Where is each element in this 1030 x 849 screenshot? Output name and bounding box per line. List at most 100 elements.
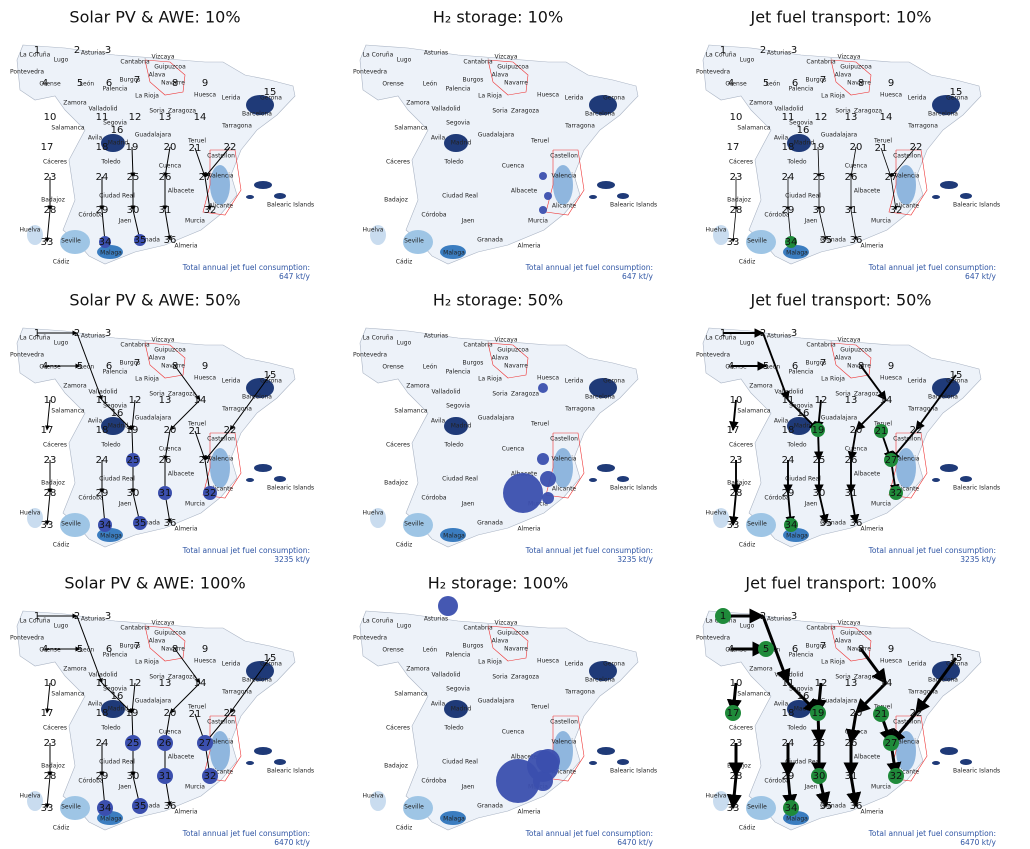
flow-arrow (204, 146, 231, 178)
node-label: 21 (189, 426, 202, 437)
province-label: Navarre (847, 363, 871, 370)
node-label: 31 (159, 488, 172, 499)
node-label: 35 (134, 518, 147, 529)
consumption-total: 6470 kt/y (617, 838, 653, 847)
node-label: 23 (730, 172, 743, 183)
province-label: Vizcaya (495, 620, 518, 627)
node-marker (203, 486, 217, 500)
province-label: Salamanca (394, 691, 427, 698)
flow-arrow (101, 682, 133, 714)
province-label: Huelva (706, 227, 727, 234)
region-border (888, 715, 928, 782)
province-shade (932, 95, 960, 115)
province-label: Cádiz (739, 542, 756, 549)
province-label: La Coruña (706, 335, 737, 342)
province-label: Guipuzcoa (497, 630, 529, 637)
islands-label: Balearic Islands (953, 768, 1000, 775)
region-border (487, 625, 529, 662)
province-shade (746, 230, 776, 254)
node-label: 32 (204, 771, 217, 782)
node-label: 2 (760, 328, 766, 339)
node-label: 11 (96, 112, 109, 123)
node-label: 5 (77, 78, 83, 89)
node-label: 17 (727, 142, 740, 153)
node-label: 4 (728, 361, 734, 372)
province-label: Huesca (194, 658, 216, 665)
province-label: Córdoba (78, 495, 104, 502)
province-label: Madrid (108, 423, 129, 430)
province-label: Segovia (789, 686, 813, 693)
node-label: 11 (782, 395, 795, 406)
node-label: 21 (875, 143, 888, 154)
node-label: 26 (159, 172, 172, 183)
node-label: 35 (820, 801, 833, 812)
province-label: Huelva (20, 793, 41, 800)
node-label: 24 (782, 738, 795, 749)
island (254, 464, 272, 472)
island (960, 193, 972, 199)
node-label: 15 (264, 87, 277, 98)
node-label: 14 (194, 395, 207, 406)
flow-arrow (890, 146, 917, 178)
province-shade (746, 513, 776, 537)
node-label: 25 (813, 455, 826, 466)
province-label: Valencia (208, 173, 233, 180)
province-label: La Coruña (20, 618, 51, 625)
node-label: 3 (791, 45, 797, 56)
spain-outline (359, 44, 639, 265)
province-label: Valladolid (432, 389, 461, 396)
island (274, 193, 286, 199)
province-shade (403, 796, 433, 820)
node-label: 10 (730, 112, 743, 123)
province-label: Avila (431, 701, 446, 708)
province-label: Gerona (260, 378, 282, 385)
spain-outline (702, 44, 982, 265)
node-label: 13 (159, 112, 172, 123)
province-label: Cuenca (845, 163, 868, 170)
province-label: Alava (492, 72, 509, 79)
province-label: Orense (382, 647, 404, 654)
node-label: 15 (950, 87, 963, 98)
province-label: Segovia (446, 120, 470, 127)
province-label: La Rioja (135, 659, 159, 666)
province-shade (60, 513, 90, 537)
node-label: 8 (858, 361, 864, 372)
province-label: Huelva (706, 793, 727, 800)
province-label: Cádiz (53, 825, 70, 832)
province-shade (896, 448, 916, 488)
node-label: 23 (44, 738, 57, 749)
province-label: Zaragoza (168, 108, 197, 115)
province-label: Seville (747, 238, 767, 245)
flow-arrow (44, 682, 51, 714)
panel-title: Solar PV & AWE: 10% (69, 8, 240, 27)
province-label: Valencia (894, 456, 919, 463)
province-label: Cantabria (463, 625, 493, 632)
province-label: Asturias (767, 50, 791, 57)
node-label: 9 (202, 78, 208, 89)
province-shade (444, 134, 468, 152)
province-label: Gerona (603, 378, 625, 385)
province-label: Madrid (451, 140, 472, 147)
province-label: Teruel (187, 138, 206, 145)
flow-arrow (204, 176, 212, 211)
spain-outline (702, 327, 982, 548)
province-label: Palencia (789, 652, 814, 659)
province-label: Guadalajara (478, 698, 515, 705)
flow-arrow (914, 657, 958, 715)
province-label: Córdoba (78, 778, 104, 785)
flow-arrow (729, 399, 739, 431)
panel: Jet fuel transport: 100% Balearic Islands… (696, 574, 1000, 848)
province-label: Palencia (103, 369, 128, 376)
node-label: 26 (845, 738, 858, 749)
panel: Solar PV & AWE: 100% Balearic Islands La C… (10, 574, 314, 848)
province-label: Guadalajara (478, 132, 515, 139)
province-label: Navarre (161, 363, 185, 370)
province-shade (444, 417, 468, 435)
province-label: Toledo (786, 159, 806, 166)
province-label: Teruel (530, 704, 549, 711)
flow-arrow (164, 209, 172, 241)
flow-arrow (890, 176, 898, 211)
flow-arrow (174, 365, 201, 401)
node-label: 25 (813, 172, 826, 183)
province-label: Navarre (847, 646, 871, 653)
